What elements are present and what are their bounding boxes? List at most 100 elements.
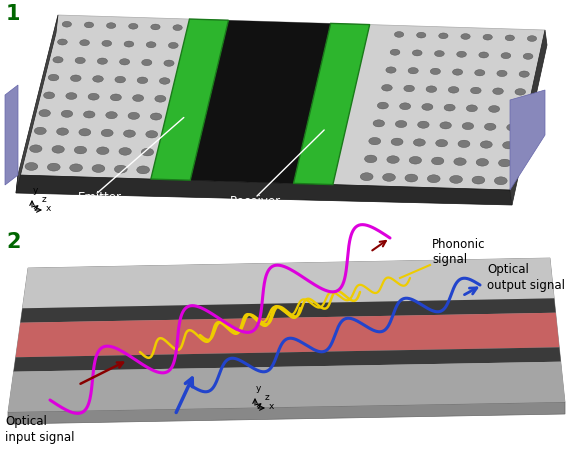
Polygon shape (23, 258, 554, 308)
Ellipse shape (440, 122, 451, 129)
Ellipse shape (484, 123, 496, 130)
Ellipse shape (29, 145, 42, 153)
Ellipse shape (527, 35, 536, 41)
Ellipse shape (52, 145, 64, 153)
Ellipse shape (58, 39, 67, 45)
Ellipse shape (503, 141, 514, 149)
Ellipse shape (257, 45, 267, 51)
Ellipse shape (244, 98, 255, 105)
Ellipse shape (129, 23, 138, 29)
Ellipse shape (173, 25, 182, 31)
Ellipse shape (110, 94, 121, 101)
Ellipse shape (450, 176, 462, 183)
Polygon shape (16, 175, 512, 205)
Ellipse shape (284, 117, 295, 124)
Ellipse shape (226, 169, 239, 176)
Text: z: z (265, 392, 270, 401)
Ellipse shape (373, 120, 384, 127)
Ellipse shape (511, 106, 522, 113)
Ellipse shape (497, 70, 507, 77)
Ellipse shape (457, 51, 466, 57)
Polygon shape (8, 258, 565, 412)
Ellipse shape (239, 27, 249, 32)
Ellipse shape (505, 35, 514, 41)
Ellipse shape (475, 70, 485, 76)
Ellipse shape (383, 173, 395, 181)
Text: Optical
input signal: Optical input signal (5, 415, 75, 444)
Ellipse shape (472, 176, 485, 184)
Ellipse shape (88, 93, 99, 100)
Ellipse shape (239, 116, 251, 123)
Ellipse shape (92, 165, 105, 172)
Text: x: x (46, 204, 51, 213)
Ellipse shape (146, 42, 156, 48)
Ellipse shape (449, 87, 459, 93)
Ellipse shape (168, 42, 178, 48)
Ellipse shape (257, 134, 269, 141)
Ellipse shape (507, 124, 518, 131)
Ellipse shape (412, 50, 422, 56)
Ellipse shape (427, 175, 440, 183)
Ellipse shape (217, 115, 229, 122)
Ellipse shape (394, 31, 404, 37)
Ellipse shape (253, 152, 265, 159)
Ellipse shape (422, 104, 433, 110)
Polygon shape (294, 23, 370, 185)
Ellipse shape (115, 76, 125, 83)
Ellipse shape (57, 128, 69, 135)
Ellipse shape (102, 40, 112, 46)
Ellipse shape (271, 81, 281, 88)
Ellipse shape (498, 159, 511, 167)
Ellipse shape (288, 99, 299, 106)
Ellipse shape (61, 110, 73, 117)
Ellipse shape (483, 34, 492, 40)
Ellipse shape (360, 173, 373, 180)
Polygon shape (14, 347, 561, 372)
Ellipse shape (399, 103, 410, 110)
Ellipse shape (137, 166, 150, 174)
Ellipse shape (480, 141, 492, 148)
Ellipse shape (114, 165, 127, 173)
Ellipse shape (395, 120, 407, 128)
Ellipse shape (80, 40, 90, 46)
Ellipse shape (132, 95, 144, 101)
Ellipse shape (146, 131, 158, 138)
Ellipse shape (79, 128, 91, 136)
Ellipse shape (377, 102, 388, 109)
Ellipse shape (476, 158, 488, 166)
Ellipse shape (515, 88, 525, 95)
Ellipse shape (436, 140, 447, 147)
Polygon shape (5, 85, 18, 185)
Ellipse shape (369, 137, 381, 145)
Ellipse shape (297, 64, 307, 70)
Ellipse shape (106, 23, 116, 28)
Ellipse shape (83, 111, 95, 118)
Ellipse shape (70, 164, 83, 172)
Ellipse shape (160, 78, 170, 84)
Ellipse shape (101, 129, 113, 136)
Ellipse shape (150, 113, 162, 120)
Ellipse shape (488, 106, 499, 112)
Ellipse shape (292, 82, 303, 88)
Ellipse shape (92, 76, 103, 82)
Polygon shape (510, 30, 547, 205)
Ellipse shape (137, 77, 148, 84)
Ellipse shape (128, 112, 139, 119)
Ellipse shape (261, 27, 271, 33)
Ellipse shape (430, 68, 440, 75)
Ellipse shape (106, 112, 117, 119)
Ellipse shape (25, 163, 38, 170)
Ellipse shape (213, 133, 225, 140)
Ellipse shape (466, 105, 477, 112)
Ellipse shape (280, 135, 291, 142)
Ellipse shape (494, 177, 507, 185)
Ellipse shape (519, 71, 529, 77)
Ellipse shape (418, 121, 429, 128)
Ellipse shape (391, 138, 403, 145)
Polygon shape (151, 19, 228, 180)
Ellipse shape (404, 85, 414, 92)
Ellipse shape (454, 158, 466, 165)
Ellipse shape (48, 74, 59, 81)
Text: 1: 1 (6, 4, 20, 24)
Ellipse shape (284, 28, 293, 34)
